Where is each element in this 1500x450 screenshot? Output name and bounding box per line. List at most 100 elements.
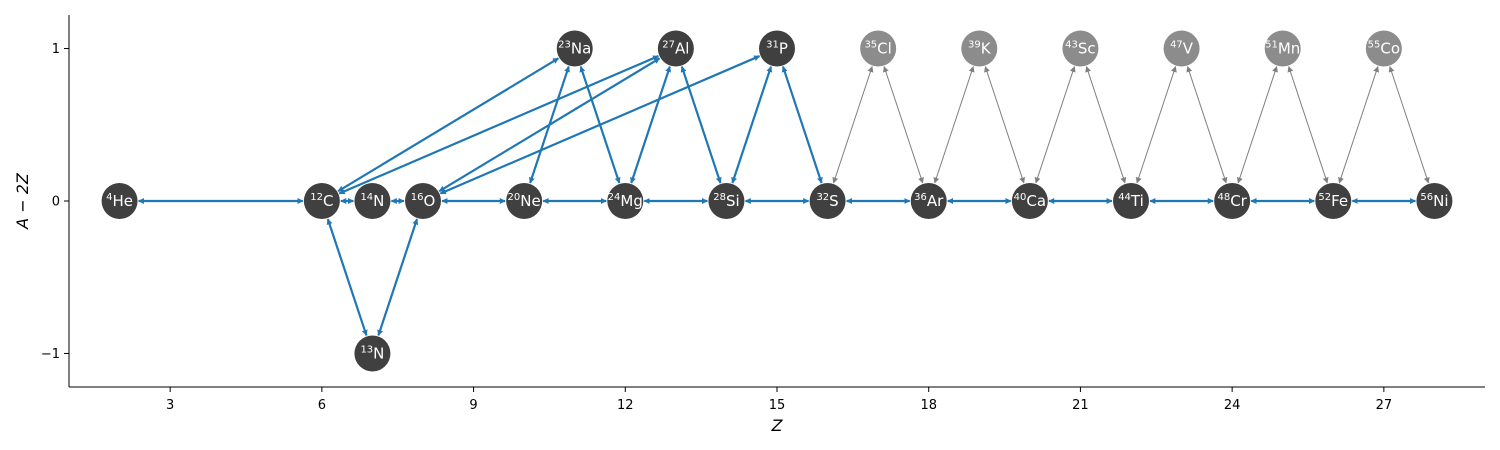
mass-number: 4: [106, 192, 112, 203]
element-symbol: Na: [571, 40, 591, 58]
nuclide-ni56: 56Ni: [1416, 183, 1453, 219]
y-axis-title: A − 2Z: [13, 172, 32, 230]
nuclide-marker: [1163, 30, 1200, 67]
mass-number: 31: [766, 40, 779, 51]
nuclide-label: 40Ca: [1014, 192, 1046, 210]
y-tick-label: 1: [52, 42, 60, 57]
mass-number: 43: [1065, 40, 1078, 51]
link-v47-cr48: [1186, 66, 1228, 184]
nuclide-si28: 28Si: [708, 183, 745, 219]
element-symbol: V: [1183, 40, 1194, 58]
nuclide-marker: [1113, 183, 1149, 219]
nuclide-marker: [405, 183, 441, 219]
nuclide-mn51: 51Mn: [1264, 30, 1301, 67]
element-symbol: Al: [675, 40, 689, 58]
element-symbol: Ca: [1026, 192, 1046, 210]
nuclide-marker: [657, 30, 694, 67]
link-k39-ca40: [984, 66, 1026, 184]
element-symbol: He: [113, 192, 134, 210]
link-fe52-co55: [1338, 66, 1380, 184]
x-tick-label: 18: [920, 398, 937, 413]
element-symbol: Cl: [877, 40, 892, 58]
mass-number: 24: [608, 192, 621, 203]
mass-number: 36: [914, 192, 927, 203]
nuclide-label: 56Ni: [1420, 192, 1448, 210]
nuclide-na23: 23Na: [556, 30, 593, 67]
nuclide-ar36: 36Ar: [910, 183, 947, 219]
nuclide-label: 44Ti: [1118, 192, 1144, 210]
nuclide-cl35: 35Cl: [860, 30, 897, 67]
nuclide-co55: 55Co: [1365, 30, 1402, 67]
mass-number: 12: [310, 192, 323, 203]
nuclide-marker: [1315, 183, 1352, 219]
nuclide-marker: [506, 183, 543, 219]
nuclide-ne20: 20Ne: [506, 183, 543, 219]
nuclide-marker: [354, 183, 391, 219]
nuclide-label: 43Sc: [1065, 40, 1096, 58]
nuclide-label: 16O: [411, 192, 436, 210]
element-symbol: Ti: [1130, 192, 1144, 210]
link-cl35-ar36: [882, 66, 924, 184]
nuclide-marker: [1264, 30, 1301, 67]
link-s32-cl35: [832, 66, 874, 184]
nuclide-marker: [607, 183, 644, 219]
nuclide-sc43: 43Sc: [1062, 30, 1099, 67]
element-symbol: Ni: [1433, 192, 1448, 210]
element-symbol: Ne: [520, 192, 540, 210]
nuclide-label: 52Fe: [1318, 192, 1348, 210]
nuclide-n14: 14N: [354, 183, 391, 219]
nuclide-s32: 32S: [809, 183, 846, 219]
link-co55-ni56: [1388, 66, 1430, 184]
x-axis-title: Z: [771, 416, 784, 435]
link-al27-si28: [680, 66, 722, 184]
x-tick-label: 3: [166, 398, 174, 413]
mass-number: 39: [968, 40, 981, 51]
nuclide-label: 51Mn: [1265, 40, 1300, 58]
link-c12-al27: [338, 55, 659, 195]
nuclide-label: 35Cl: [864, 40, 891, 58]
link-c12-n13: [326, 218, 368, 336]
nuclide-v47: 47V: [1163, 30, 1200, 67]
element-symbol: P: [779, 40, 788, 58]
nuclide-label: 47V: [1170, 40, 1194, 58]
mass-number: 28: [713, 192, 726, 203]
link-ne20-na23: [528, 66, 570, 184]
nuclide-label: 39K: [968, 40, 992, 58]
nuclide-label: 27Al: [662, 40, 689, 58]
element-symbol: Si: [726, 192, 740, 210]
x-tick-label: 12: [617, 398, 634, 413]
nuclide-label: 4He: [106, 192, 133, 210]
nuclide-al27: 27Al: [657, 30, 694, 67]
element-symbol: Cr: [1230, 192, 1247, 210]
link-p31-s32: [781, 66, 823, 184]
nuclide-marker: [1214, 183, 1251, 219]
link-mn51-fe52: [1287, 66, 1329, 184]
link-ar36-k39: [933, 66, 975, 184]
mass-number: 32: [816, 192, 829, 203]
nuclide-mg24: 24Mg: [607, 183, 644, 219]
mass-number: 51: [1265, 40, 1278, 51]
nuclide-marker: [759, 30, 795, 67]
nuclide-k39: 39K: [961, 30, 998, 67]
element-symbol: K: [981, 40, 992, 58]
element-symbol: Sc: [1078, 40, 1096, 58]
nuclide-label: 24Mg: [608, 192, 643, 210]
mass-number: 47: [1170, 40, 1183, 51]
mass-number: 55: [1368, 40, 1381, 51]
element-symbol: Co: [1380, 40, 1400, 58]
nuclide-marker: [1062, 30, 1099, 67]
link-sc43-ti44: [1085, 66, 1127, 184]
nuclide-label: 12C: [310, 192, 333, 210]
nuclide-label: 55Co: [1368, 40, 1400, 58]
link-ca40-sc43: [1034, 66, 1076, 184]
element-symbol: C: [323, 192, 333, 210]
mass-number: 48: [1217, 192, 1230, 203]
mass-number: 44: [1118, 192, 1131, 203]
nuclide-ca40: 40Ca: [1011, 183, 1048, 219]
y-tick-label: −1: [41, 347, 60, 362]
nuclide-label: 23Na: [558, 40, 591, 58]
nuclide-label: 31P: [766, 40, 788, 58]
nuclide-he4: 4He: [101, 183, 138, 219]
nuclide-marker: [1011, 183, 1048, 219]
